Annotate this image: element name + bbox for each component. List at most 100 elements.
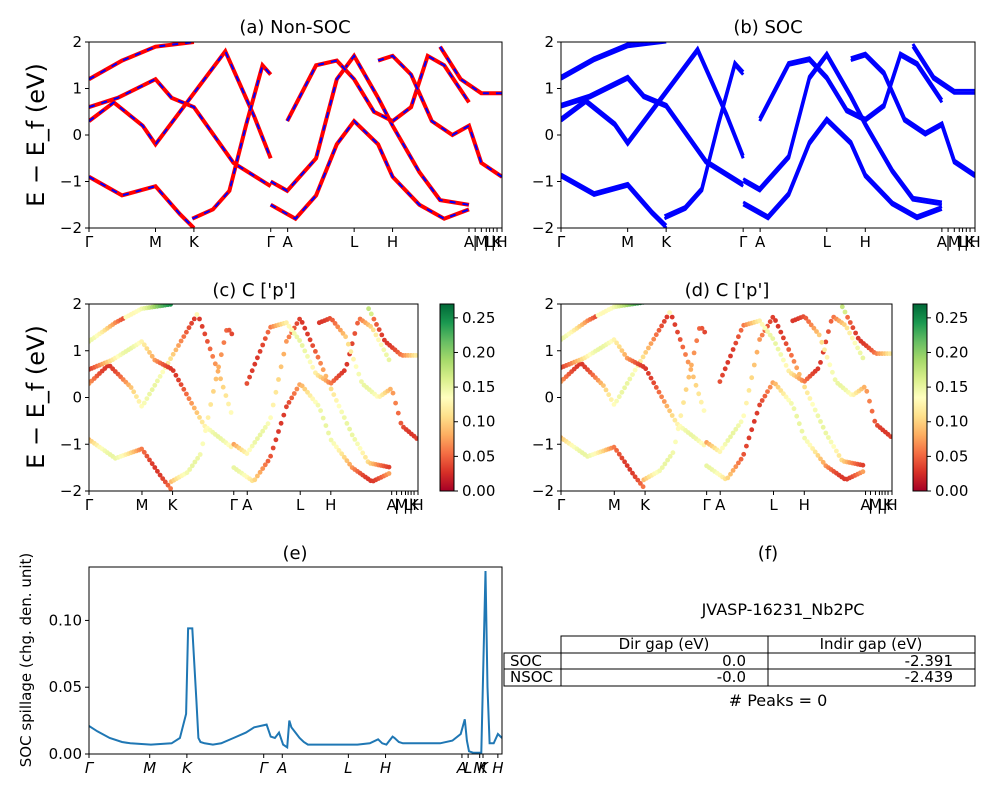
projected-band-point [775, 323, 781, 329]
projected-band-point [632, 367, 638, 373]
gap-table: Dir gap (eV) Indir gap (eV) SOC 0.0 -2.3… [503, 635, 976, 687]
projected-band-point [187, 467, 193, 472]
projected-band-point [281, 351, 287, 357]
projected-band-point [363, 454, 368, 460]
projected-band-point [824, 354, 830, 360]
panel-d-xtick-label: Γ [557, 496, 566, 514]
projected-band-point [738, 419, 744, 425]
projected-band-point [386, 471, 392, 476]
projected-band-point [291, 391, 297, 396]
projected-band-point [749, 375, 755, 381]
projected-band-point [147, 391, 152, 397]
projected-band-point [141, 449, 147, 455]
projected-band-point [199, 419, 205, 425]
projected-band-point [168, 486, 174, 491]
projected-band-point [746, 388, 752, 393]
projected-band-point [757, 318, 762, 324]
projected-band-point [804, 439, 810, 444]
projected-band-point [141, 400, 147, 406]
projected-band-point [778, 329, 784, 335]
projected-band-point [827, 362, 833, 368]
colorbar-tick-label: 0.15 [935, 378, 968, 396]
projected-band-point [307, 393, 313, 398]
projected-band-point [661, 399, 667, 404]
projected-band-point [194, 312, 200, 317]
panel-d-xtick-label: H [886, 496, 897, 514]
projected-band-point [730, 430, 736, 436]
projected-band-point [315, 402, 321, 408]
band-line-soc [561, 175, 668, 228]
band-line-soc-dashed [377, 54, 502, 178]
projected-band-point [286, 400, 292, 405]
projected-band-point [139, 339, 145, 344]
projected-band-point [860, 469, 866, 475]
projected-band-point [152, 382, 158, 388]
projected-band-point [810, 446, 815, 451]
table-cell-value: 0.0 [722, 652, 746, 670]
projected-band-point [320, 415, 326, 421]
panel-e-xtick-label: L [344, 759, 352, 777]
projected-band-point [831, 444, 837, 449]
projected-band-point [189, 320, 195, 326]
projected-band-point [720, 445, 725, 451]
projected-band-point [173, 372, 179, 378]
projected-band-point [305, 389, 310, 395]
panel-d-xtick-label: K [640, 496, 651, 514]
projected-band-point [632, 474, 638, 480]
projected-band-point [347, 426, 352, 432]
projected-band-point [192, 459, 198, 465]
projected-band-point [675, 329, 680, 335]
panel-b-ytick-label: −1 [532, 173, 554, 191]
projected-band-point [340, 331, 346, 336]
colorbar-c-ticks: 0.00 0.05 0.10 0.15 0.20 0.25 [454, 309, 495, 500]
projected-band-point [149, 387, 155, 393]
projected-band-point [313, 349, 318, 354]
projected-band-point [305, 354, 310, 359]
panel-a-xtick-label: K [189, 233, 200, 251]
projected-band-point [220, 384, 226, 390]
band-line-soc [561, 48, 745, 159]
projected-band-point [228, 410, 234, 415]
panel-e-xtick-label: H [380, 759, 391, 777]
projected-band-point [168, 356, 174, 362]
projected-band-point [318, 360, 323, 366]
panel-d-xtick-label: L [769, 496, 778, 514]
projected-band-point [767, 332, 773, 338]
projected-band-point [762, 325, 768, 331]
projected-band-point [746, 435, 752, 441]
colorbar-tick-label: 0.10 [462, 413, 495, 431]
projected-band-point [215, 368, 221, 374]
band-line-soc [561, 42, 667, 81]
projected-band-point [310, 343, 316, 348]
projected-band-point [857, 350, 863, 356]
projected-band-point [622, 459, 627, 465]
panel-c-ylabel: E − E_f (eV) [22, 325, 50, 469]
projected-band-point [888, 434, 892, 439]
projected-band-point [781, 357, 786, 363]
projected-band-point [336, 448, 342, 453]
projected-band-point [247, 447, 253, 453]
projected-band-point [681, 400, 686, 405]
panel-e-ytick-label: 0.10 [49, 611, 82, 629]
projected-band-point [286, 334, 292, 340]
panel-e-title: (e) [282, 543, 307, 564]
projected-band-point [168, 304, 173, 307]
projected-band-point [646, 345, 651, 351]
projected-band-point [627, 376, 633, 382]
projected-band-point [860, 462, 866, 468]
table-row-label: SOC [510, 652, 542, 670]
panel-c-ytick-label: 0 [72, 389, 82, 407]
projected-band-point [624, 381, 630, 386]
panel-a-xtick-label: Γ [267, 233, 276, 251]
projected-band-point [804, 390, 810, 396]
projected-band-point [656, 389, 662, 395]
panel-e-frame [88, 566, 503, 755]
projected-band-point [368, 324, 373, 329]
projected-band-point [310, 396, 316, 402]
panel-b-ytick-label: −2 [532, 219, 554, 237]
projected-band-point [757, 402, 762, 408]
projected-band-point [845, 314, 850, 320]
projected-band-point [139, 446, 145, 452]
projected-band-point [601, 383, 606, 388]
projected-band-point [728, 434, 733, 440]
